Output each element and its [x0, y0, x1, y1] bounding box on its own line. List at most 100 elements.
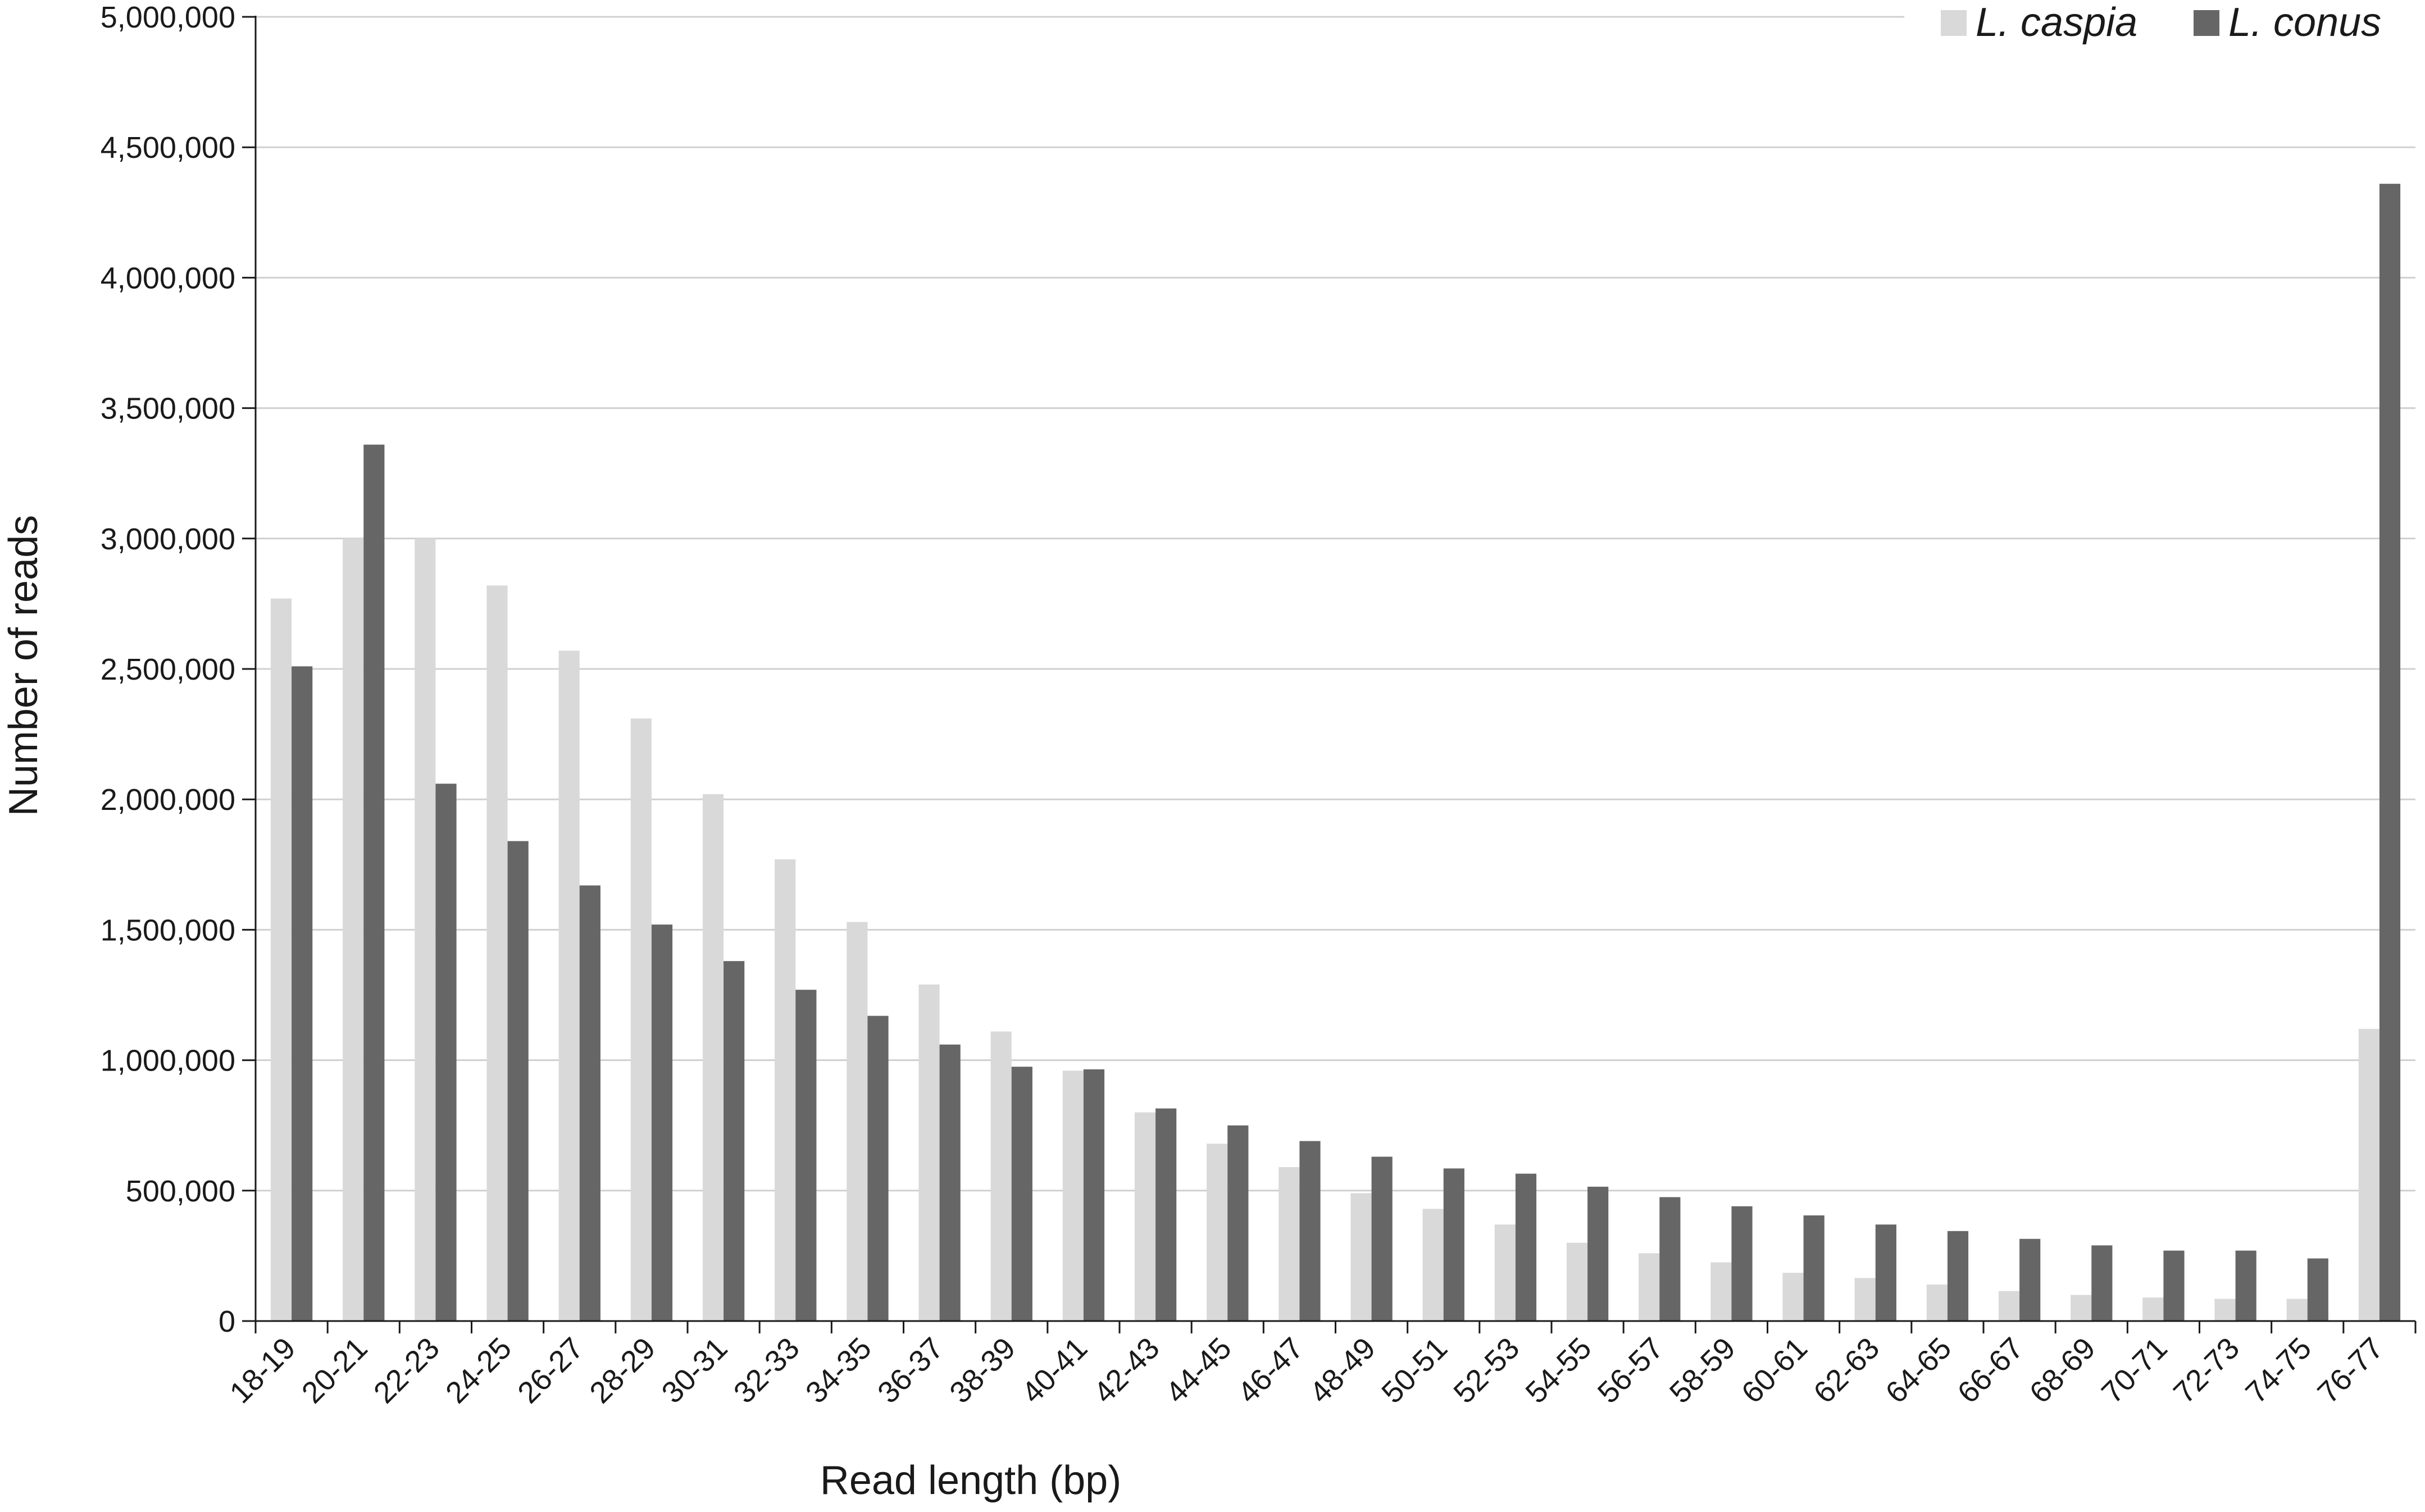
- x-tick-label: 36-37: [871, 1331, 950, 1410]
- bar-caspia-60-61: [1782, 1273, 1804, 1321]
- y-tick-label: 4,000,000: [101, 261, 235, 295]
- x-tick-label: 74-75: [2239, 1331, 2318, 1410]
- bar-caspia-64-65: [1926, 1284, 1948, 1321]
- x-tick-label: 58-59: [1663, 1331, 1742, 1410]
- x-axis-title: Read length (bp): [820, 1458, 1121, 1503]
- y-tick-label: 1,000,000: [101, 1044, 235, 1078]
- bar-conus-30-31: [724, 961, 745, 1321]
- x-tick-label: 50-51: [1375, 1331, 1454, 1410]
- bar-conus-66-67: [2019, 1238, 2041, 1321]
- x-tick-label: 24-25: [439, 1331, 518, 1410]
- x-tick-label: 30-31: [655, 1331, 734, 1410]
- bar-caspia-38-39: [990, 1031, 1012, 1321]
- bar-caspia-66-67: [1998, 1291, 2020, 1321]
- bar-conus-74-75: [2307, 1258, 2328, 1321]
- x-tick-label: 28-29: [583, 1331, 662, 1410]
- legend-label-conus: L. conus: [2228, 0, 2381, 45]
- x-tick-label: 60-61: [1735, 1331, 1814, 1410]
- bar-caspia-22-23: [415, 538, 436, 1321]
- bar-caspia-42-43: [1134, 1112, 1156, 1321]
- bar-caspia-62-63: [1854, 1278, 1876, 1321]
- x-tick-label: 48-49: [1303, 1331, 1382, 1410]
- bar-conus-48-49: [1371, 1156, 1393, 1321]
- bar-caspia-48-49: [1350, 1193, 1372, 1321]
- bar-caspia-18-19: [270, 598, 292, 1321]
- bar-caspia-56-57: [1639, 1253, 1660, 1321]
- bar-conus-18-19: [292, 666, 313, 1321]
- bar-caspia-36-37: [918, 984, 940, 1321]
- bar-conus-26-27: [579, 885, 600, 1321]
- x-tick-label: 42-43: [1087, 1331, 1166, 1410]
- x-tick-label: 20-21: [295, 1331, 374, 1410]
- y-tick-label: 2,500,000: [101, 653, 235, 686]
- x-tick-label: 18-19: [223, 1331, 302, 1410]
- y-tick-label: 500,000: [126, 1174, 235, 1208]
- bar-conus-22-23: [435, 784, 457, 1321]
- x-tick-label: 62-63: [1807, 1331, 1886, 1410]
- bar-conus-58-59: [1731, 1206, 1753, 1321]
- x-tick-label: 70-71: [2095, 1331, 2174, 1410]
- bar-caspia-34-35: [847, 922, 868, 1321]
- bar-caspia-26-27: [558, 650, 580, 1321]
- x-tick-label: 56-57: [1591, 1331, 1670, 1410]
- bar-conus-24-25: [507, 841, 529, 1321]
- y-tick-label: 2,000,000: [101, 783, 235, 817]
- bar-conus-34-35: [867, 1015, 889, 1321]
- y-tick-label: 3,500,000: [101, 392, 235, 426]
- y-tick-label: 4,500,000: [101, 131, 235, 165]
- bar-conus-36-37: [939, 1044, 961, 1321]
- bar-conus-52-53: [1515, 1173, 1537, 1321]
- bar-caspia-20-21: [343, 538, 364, 1321]
- x-tick-label: 68-69: [2023, 1331, 2102, 1410]
- bar-caspia-46-47: [1279, 1167, 1300, 1321]
- bar-conus-72-73: [2235, 1250, 2256, 1321]
- x-tick-label: 54-55: [1519, 1331, 1598, 1410]
- bar-conus-44-45: [1227, 1125, 1249, 1321]
- bar-conus-62-63: [1875, 1224, 1896, 1321]
- bar-conus-60-61: [1803, 1215, 1825, 1321]
- bar-caspia-76-77: [2358, 1028, 2379, 1321]
- axes: [242, 16, 2417, 1333]
- bar-caspia-24-25: [486, 585, 508, 1321]
- legend: L. caspia L. conus: [1941, 0, 2381, 45]
- gridlines: [256, 16, 2415, 1192]
- bar-caspia-44-45: [1207, 1144, 1228, 1321]
- legend-swatch-caspia: [1941, 10, 1967, 36]
- bar-caspia-70-71: [2142, 1297, 2164, 1321]
- x-tick-label: 22-23: [367, 1331, 446, 1410]
- bar-caspia-52-53: [1494, 1224, 1516, 1321]
- bar-conus-38-39: [1011, 1067, 1032, 1321]
- y-tick-label: 0: [219, 1305, 235, 1338]
- x-tick-label: 46-47: [1231, 1331, 1310, 1410]
- y-tick-label: 1,500,000: [101, 913, 235, 947]
- bar-caspia-54-55: [1566, 1242, 1588, 1321]
- x-tick-label: 38-39: [943, 1331, 1022, 1410]
- bar-conus-50-51: [1443, 1168, 1464, 1321]
- bar-conus-54-55: [1587, 1186, 1609, 1321]
- bar-conus-76-77: [2379, 184, 2401, 1321]
- legend-swatch-conus: [2194, 10, 2219, 36]
- x-tick-label: 34-35: [799, 1331, 878, 1410]
- bar-caspia-68-69: [2071, 1295, 2092, 1321]
- bar-conus-46-47: [1299, 1141, 1321, 1321]
- x-tick-label: 72-73: [2167, 1331, 2246, 1410]
- y-tick-label: 3,000,000: [101, 522, 235, 556]
- bar-caspia-72-73: [2214, 1299, 2236, 1321]
- bar-conus-40-41: [1083, 1069, 1105, 1321]
- x-tick-label: 44-45: [1159, 1331, 1238, 1410]
- bar-conus-42-43: [1155, 1108, 1177, 1321]
- bar-conus-70-71: [2163, 1250, 2185, 1321]
- bar-caspia-74-75: [2286, 1299, 2308, 1321]
- y-tick-label: 5,000,000: [101, 1, 235, 34]
- bar-conus-56-57: [1659, 1197, 1681, 1321]
- y-axis-title: Number of reads: [1, 515, 46, 816]
- x-tick-label: 64-65: [1879, 1331, 1958, 1410]
- x-tick-label: 52-53: [1447, 1331, 1526, 1410]
- x-tick-label: 40-41: [1015, 1331, 1094, 1410]
- bar-conus-20-21: [363, 444, 385, 1322]
- bar-conus-64-65: [1947, 1231, 1969, 1321]
- bar-conus-28-29: [651, 924, 673, 1321]
- bar-caspia-58-59: [1710, 1262, 1732, 1321]
